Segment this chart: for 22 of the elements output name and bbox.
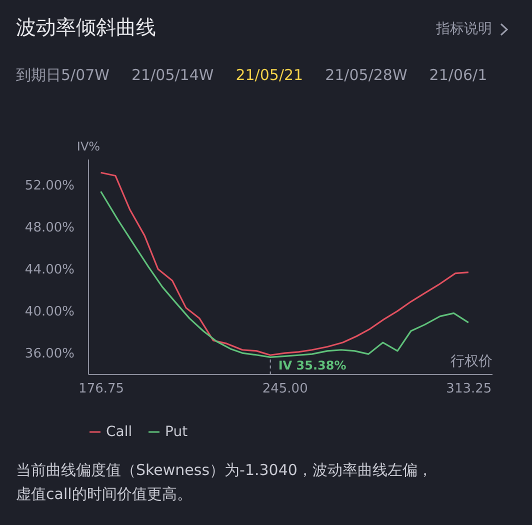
text: 21/06/1 <box>429 66 488 84</box>
y-tick-label: 44.00% <box>24 262 74 278</box>
annotation: IV 35.38% <box>278 358 346 373</box>
text: 21/05/14W <box>132 66 214 84</box>
x-tick-label: 245.00 <box>262 382 308 396</box>
y-axis-title: IV% <box>76 140 100 154</box>
text: 5/07W <box>61 66 110 84</box>
y-tick-label: 40.00% <box>24 304 74 320</box>
text: 到期日 <box>16 66 61 84</box>
legend-label: Put <box>165 424 188 440</box>
legend-label: Call <box>106 424 132 440</box>
text: 21/05/28W <box>325 66 408 84</box>
text: 21/05/21 <box>236 66 304 84</box>
x-axis-title: 行权价 <box>450 354 492 370</box>
x-tick-label: 176.75 <box>78 382 124 396</box>
y-tick-label: 48.00% <box>24 220 74 236</box>
x-tick-label: 313.25 <box>446 382 492 396</box>
text: 指标说明 <box>436 20 492 38</box>
text: 当前曲线偏度值（Skewness）为-1.3040，波动率曲线左偏，虚值call的时间价值更高。 <box>16 460 434 505</box>
y-tick-label: 36.00% <box>24 346 74 362</box>
chart-title: 波动率倾斜曲线 <box>16 14 156 41</box>
y-tick-label: 52.00% <box>24 178 74 194</box>
